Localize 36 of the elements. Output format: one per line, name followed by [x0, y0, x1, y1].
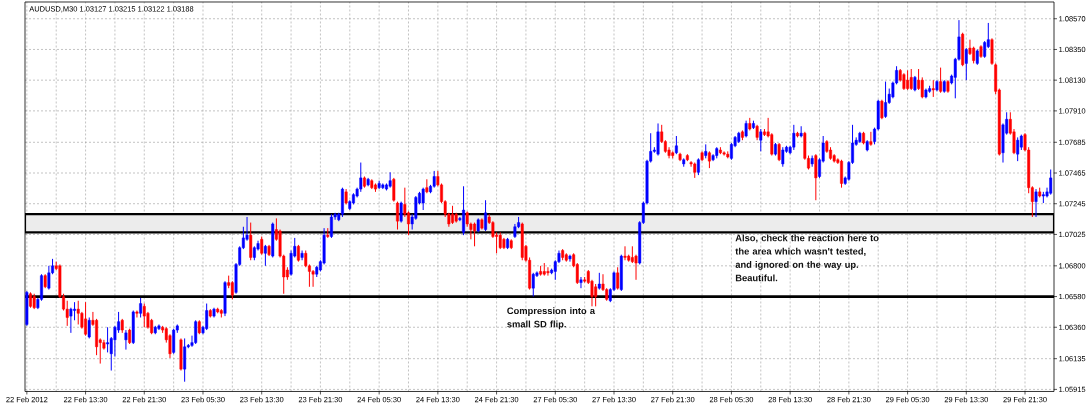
candlestick — [263, 244, 267, 267]
candlestick — [142, 303, 146, 328]
candlestick — [869, 131, 873, 147]
candlestick — [616, 266, 620, 291]
candlestick — [906, 69, 910, 91]
candlestick — [289, 249, 293, 277]
annotation: Also, check the reaction here to the area which wasn't tested, and ignored on the way up. Beautiful. — [735, 234, 879, 282]
candlestick — [1034, 188, 1038, 218]
candlestick — [814, 153, 818, 201]
candlestick — [909, 68, 913, 91]
candlestick — [722, 150, 726, 157]
candlestick — [964, 47, 968, 81]
candlestick — [623, 245, 627, 261]
candlestick — [172, 328, 176, 355]
candlestick — [230, 280, 234, 300]
annotation: Compression into a small SD flip. — [507, 307, 596, 330]
candlestick — [260, 236, 264, 256]
candlestick — [73, 301, 77, 321]
candlestick — [1049, 169, 1053, 196]
candlestick — [656, 122, 660, 157]
candlestick — [840, 159, 843, 189]
candlestick — [76, 300, 80, 325]
candlestick — [594, 283, 598, 307]
candlestick — [451, 205, 454, 225]
candlestick — [674, 135, 678, 155]
candlestick — [106, 326, 110, 353]
candlestick — [124, 329, 128, 351]
candlestick — [462, 185, 465, 236]
candlestick — [777, 142, 781, 162]
candlestick — [579, 276, 583, 289]
candlestick — [546, 266, 550, 277]
candlestick — [531, 272, 535, 298]
candlestick — [396, 201, 399, 231]
candlestick — [300, 249, 304, 261]
candlestick — [139, 297, 143, 318]
candlestick — [392, 177, 396, 203]
